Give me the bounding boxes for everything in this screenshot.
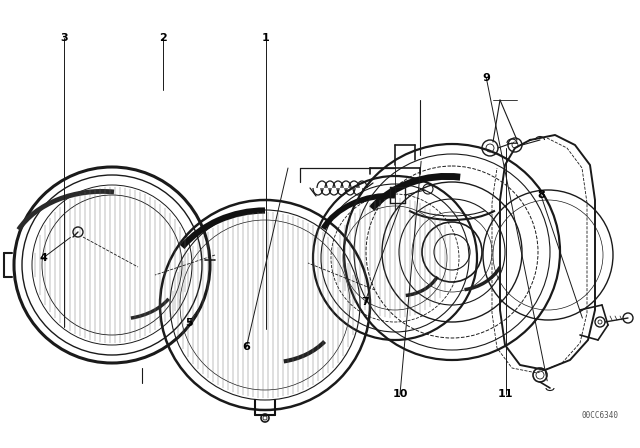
- Text: 5: 5: [185, 318, 193, 327]
- Text: 1: 1: [262, 33, 269, 43]
- Text: 4: 4: [40, 253, 47, 263]
- Text: 10: 10: [392, 389, 408, 399]
- Text: 00CC6340: 00CC6340: [581, 411, 618, 420]
- Text: 7: 7: [361, 297, 369, 307]
- Text: 2: 2: [159, 33, 167, 43]
- Text: 9: 9: [483, 73, 490, 83]
- Text: 3: 3: [60, 33, 68, 43]
- Text: 11: 11: [498, 389, 513, 399]
- Text: 8: 8: [537, 190, 545, 200]
- Text: 6: 6: [243, 342, 250, 352]
